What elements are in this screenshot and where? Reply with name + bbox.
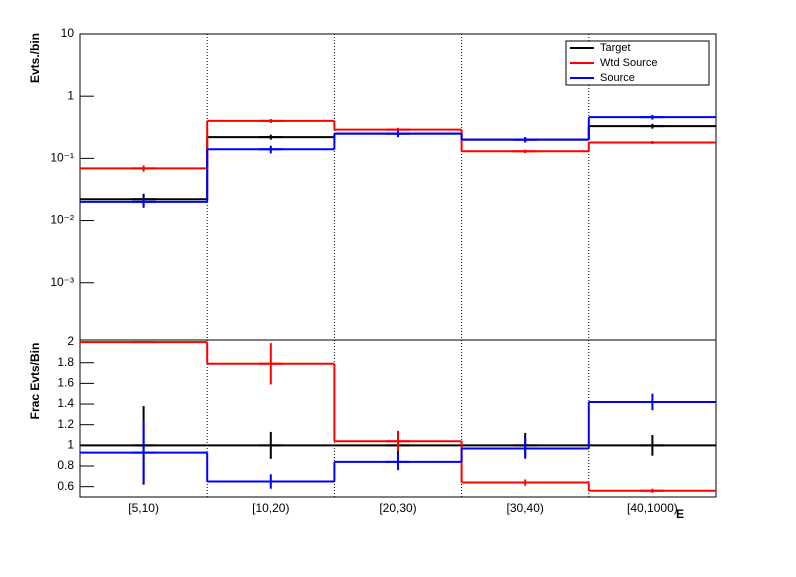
y-tick-label: 10⁻² <box>50 213 74 227</box>
legend-label: Wtd Source <box>600 57 657 69</box>
y-tick-label: 1.6 <box>57 376 74 390</box>
x-tick-label: [5,10) <box>128 501 159 515</box>
y-tick-label: 1.2 <box>57 417 74 431</box>
y-tick-label: 1 <box>67 438 74 452</box>
x-tick-label: [30,40) <box>507 501 544 515</box>
y-axis-label: Frac Evts/Bin <box>28 343 42 420</box>
y-tick-label: 0.6 <box>57 479 74 493</box>
x-tick-label: [20,30) <box>379 501 416 515</box>
x-tick-label: [40,1000) <box>627 501 678 515</box>
plot-frame <box>79 339 717 498</box>
y-tick-label: 2 <box>67 334 74 348</box>
y-tick-label: 1.4 <box>57 396 74 410</box>
legend-label: Source <box>600 72 635 84</box>
y-tick-label: 1 <box>67 88 74 102</box>
y-tick-label: 0.8 <box>57 458 74 472</box>
y-tick-label: 1.8 <box>57 355 74 369</box>
legend-label: Target <box>600 42 631 54</box>
y-axis-label: Evts./bin <box>28 33 42 83</box>
x-tick-label: [10,20) <box>252 501 289 515</box>
x-axis-label: E <box>676 507 684 521</box>
y-tick-label: 10⁻³ <box>50 275 74 289</box>
y-tick-label: 10 <box>61 26 75 40</box>
y-tick-label: 10⁻¹ <box>50 151 74 165</box>
